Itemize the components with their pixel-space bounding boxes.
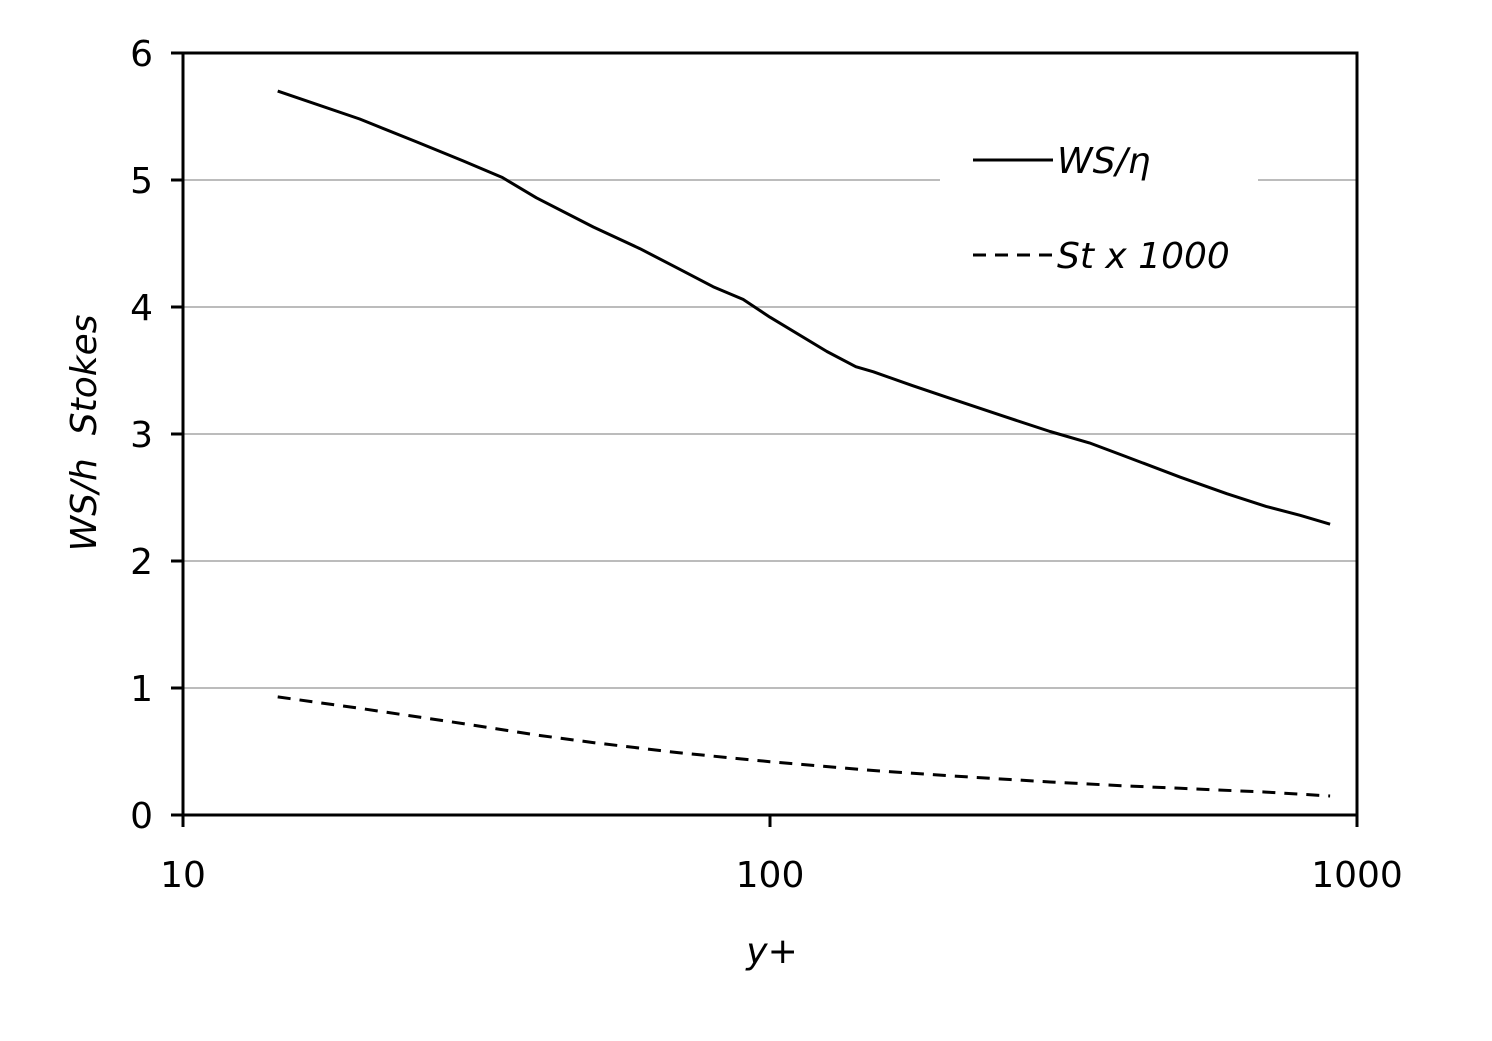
y-tick-label-1: 1 <box>130 669 153 710</box>
legend-label-st: St x 1000 <box>1057 236 1230 277</box>
x-tick-label-1000: 1000 <box>1311 855 1403 896</box>
y-tick-label-3: 3 <box>130 415 153 456</box>
series-line-1 <box>277 695 1331 798</box>
series-group <box>277 89 1331 798</box>
x-axis-title: y+ <box>745 931 797 972</box>
x-tick-labels: 10 100 1000 <box>160 855 1403 896</box>
x-tick-label-100: 100 <box>736 855 805 896</box>
y-tick-label-4: 4 <box>130 288 153 329</box>
y-tick-label-6: 6 <box>130 34 153 75</box>
tick-marks <box>171 51 1359 827</box>
legend-label-ws: WS/η <box>1057 141 1150 182</box>
legend: WS/η St x 1000 <box>940 130 1258 285</box>
legend-background <box>940 130 1258 285</box>
y-axis-title: WS/h Stokes <box>64 314 105 551</box>
y-tick-label-2: 2 <box>130 542 153 583</box>
y-tick-label-0: 0 <box>130 796 153 837</box>
grid-lines <box>183 179 1357 689</box>
y-tick-label-5: 5 <box>130 161 153 202</box>
y-tick-labels: 0 1 2 3 4 5 6 <box>130 34 153 837</box>
series-line-0 <box>277 89 1331 526</box>
x-tick-label-10: 10 <box>160 855 206 896</box>
